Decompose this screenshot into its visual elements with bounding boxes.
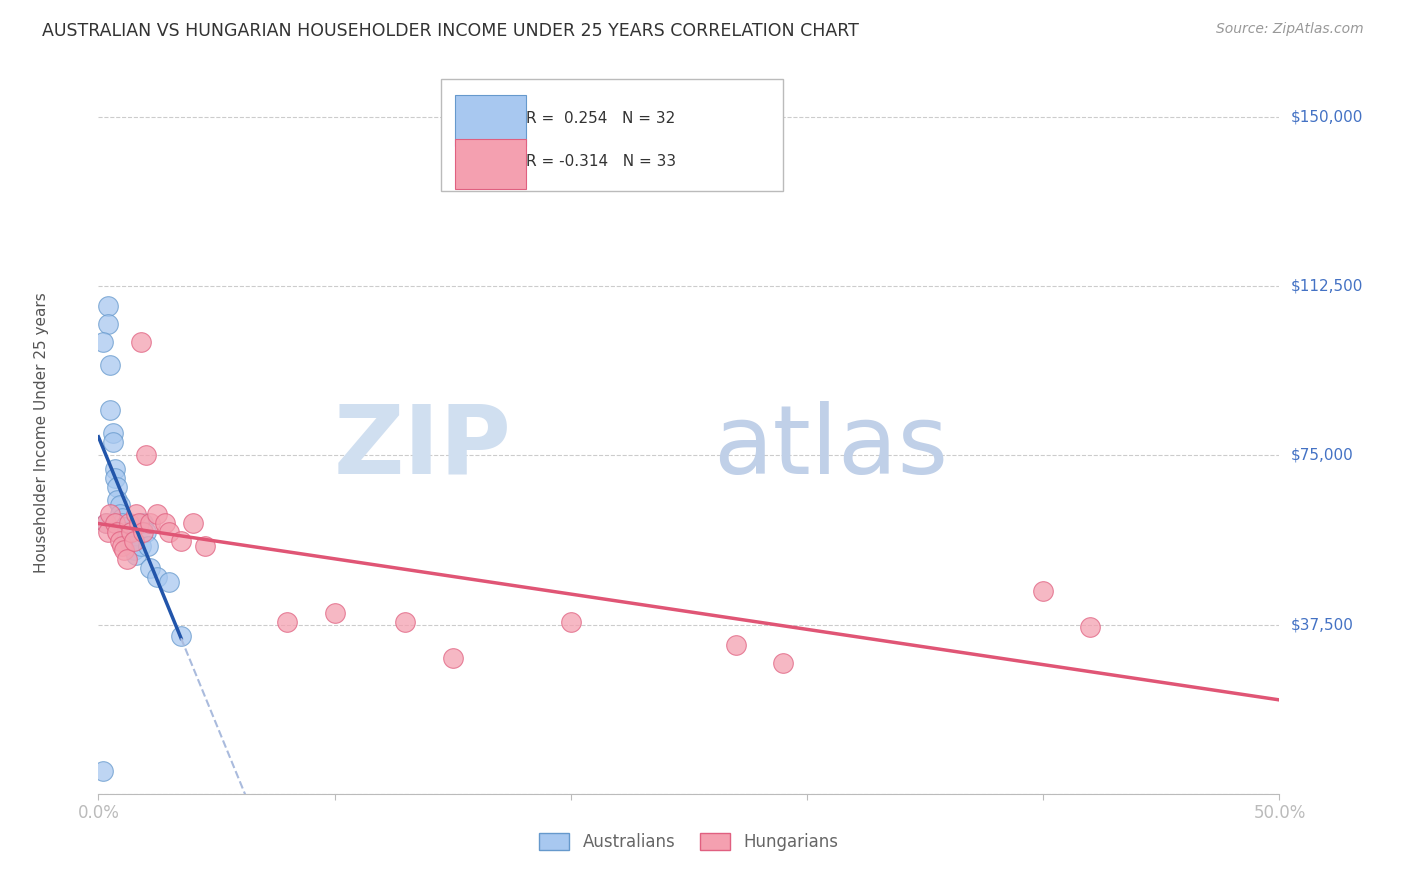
Point [97,524,120,539]
Point [122,543,145,558]
Point [97,318,120,332]
Point [98,403,121,417]
Point [323,607,346,621]
Point [98,507,121,521]
Point [772,656,794,670]
Point [118,516,141,530]
Text: AUSTRALIAN VS HUNGARIAN HOUSEHOLDER INCOME UNDER 25 YEARS CORRELATION CHART: AUSTRALIAN VS HUNGARIAN HOUSEHOLDER INCO… [42,22,859,40]
Point [1080,620,1102,634]
Point [94,516,117,530]
Point [121,539,143,553]
Point [725,638,748,652]
Point [112,543,135,558]
FancyBboxPatch shape [456,95,526,145]
Point [128,516,150,530]
Point [122,533,145,548]
Point [118,533,141,548]
Point [135,448,157,462]
Point [105,480,128,494]
Point [181,516,204,530]
Text: Source: ZipAtlas.com: Source: ZipAtlas.com [1216,22,1364,37]
Point [112,524,135,539]
Point [157,524,180,539]
Text: $37,500: $37,500 [1291,617,1354,632]
Point [135,524,157,539]
Point [104,471,127,485]
Point [105,524,128,539]
Point [125,548,148,562]
Point [111,511,134,525]
Point [104,516,127,530]
Point [108,533,131,548]
Text: R = -0.314   N = 33: R = -0.314 N = 33 [526,154,676,169]
Text: ZIP: ZIP [333,401,512,493]
Point [139,561,162,575]
Point [111,539,134,553]
Point [91,335,114,350]
Point [170,629,193,643]
Text: $150,000: $150,000 [1291,109,1362,124]
Point [112,520,135,534]
Text: atlas: atlas [713,401,948,493]
Point [101,434,124,449]
Point [125,507,148,521]
FancyBboxPatch shape [456,138,526,189]
Point [97,299,120,313]
Point [111,516,134,530]
Point [441,651,464,665]
Point [108,498,131,512]
Point [136,539,159,553]
Text: R =  0.254   N = 32: R = 0.254 N = 32 [526,111,675,126]
Point [108,507,131,521]
Point [129,539,152,553]
Point [560,615,582,630]
Point [98,358,121,372]
Point [132,516,155,530]
Point [132,524,155,539]
Point [129,335,152,350]
Point [94,516,117,530]
Text: $75,000: $75,000 [1291,448,1354,463]
Point [105,493,128,508]
Point [194,539,217,553]
Point [101,425,124,440]
Point [115,552,138,566]
Point [394,615,416,630]
Point [170,533,193,548]
Text: $112,500: $112,500 [1291,278,1362,293]
Point [91,764,114,779]
Point [153,516,176,530]
Legend: Australians, Hungarians: Australians, Hungarians [533,826,845,858]
Point [139,516,162,530]
Point [1032,583,1054,598]
FancyBboxPatch shape [441,78,783,191]
Point [276,615,298,630]
Point [104,462,127,476]
Point [115,529,138,543]
Text: Householder Income Under 25 years: Householder Income Under 25 years [34,293,49,573]
Point [146,507,169,521]
Point [121,524,143,539]
Point [146,570,169,584]
Point [157,574,180,589]
